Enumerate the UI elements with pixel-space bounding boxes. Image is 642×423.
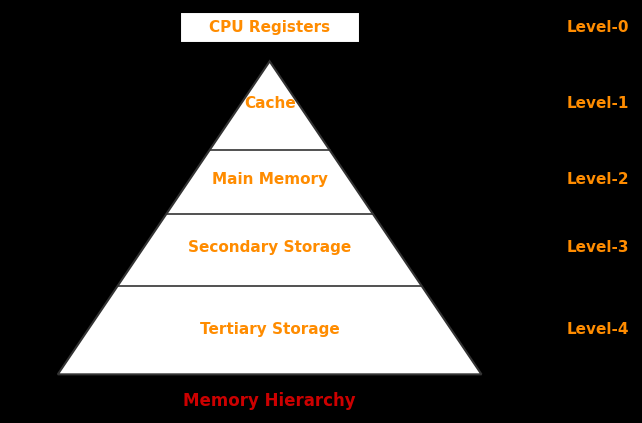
Text: Level-4: Level-4 — [567, 322, 629, 338]
Text: Level-1: Level-1 — [567, 96, 629, 111]
Text: Secondary Storage: Secondary Storage — [188, 240, 351, 255]
Text: Main Memory: Main Memory — [212, 172, 327, 187]
Text: Cache: Cache — [244, 96, 295, 111]
Text: CPU Registers: CPU Registers — [209, 20, 330, 35]
FancyBboxPatch shape — [180, 12, 360, 43]
Text: Memory Hierarchy: Memory Hierarchy — [184, 392, 356, 410]
Text: Level-2: Level-2 — [566, 172, 629, 187]
Polygon shape — [58, 61, 482, 374]
Text: Level-3: Level-3 — [567, 240, 629, 255]
Text: Tertiary Storage: Tertiary Storage — [200, 322, 340, 338]
Text: Level-0: Level-0 — [567, 20, 629, 35]
